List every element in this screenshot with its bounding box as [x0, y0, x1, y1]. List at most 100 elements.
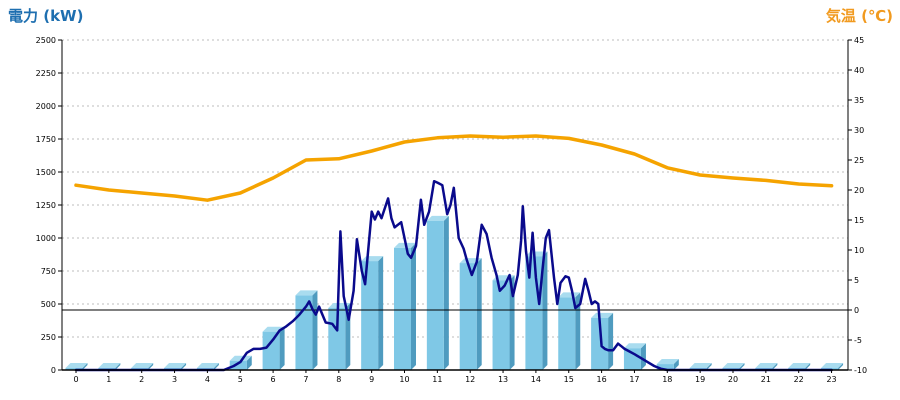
power-bar-side: [443, 215, 449, 370]
power-bar-side: [411, 242, 416, 370]
x-axis-tick-label: 17: [629, 375, 639, 384]
power-bar-side: [279, 326, 285, 370]
power-bar: [229, 360, 247, 370]
right-axis-tick-label: -10: [854, 366, 867, 375]
power-bar-side: [772, 363, 778, 370]
left-axis-tick-label: 2250: [36, 69, 56, 78]
power-bar-top: [98, 363, 121, 369]
power-bar: [426, 220, 444, 370]
power-bar-side: [312, 290, 318, 370]
right-axis-tick-label: 30: [854, 126, 864, 135]
x-axis-tick-label: 22: [794, 375, 804, 384]
power-bar: [558, 297, 576, 370]
x-axis-tick-label: 10: [399, 375, 409, 384]
right-axis-tick-label: 45: [854, 36, 864, 45]
power-bar-side: [378, 256, 384, 370]
x-axis-tick-label: 0: [73, 375, 78, 384]
power-bar-top: [65, 363, 88, 369]
x-axis-tick-label: 18: [662, 375, 672, 384]
right-axis-tick-label: 15: [854, 216, 864, 225]
x-axis-tick-label: 12: [465, 375, 475, 384]
temperature-line: [74, 134, 834, 202]
left-axis-tick-label: 750: [41, 267, 56, 276]
right-axis-tick-label: 5: [854, 276, 859, 285]
power-bar: [295, 295, 313, 370]
power-bar-top: [722, 363, 745, 369]
x-axis-tick-label: 5: [238, 375, 243, 384]
power-bar: [525, 256, 543, 370]
power-bar: [492, 280, 510, 370]
x-axis-tick-label: 23: [826, 375, 836, 384]
right-axis-tick-label: 40: [854, 66, 864, 75]
power-bar: [656, 364, 674, 370]
power-bar: [262, 331, 280, 370]
x-axis-tick-label: 8: [336, 375, 341, 384]
power-bar-side: [246, 355, 252, 370]
axes-layer: [58, 39, 852, 373]
x-axis-tick-label: 2: [139, 375, 144, 384]
x-axis-tick-label: 6: [271, 375, 276, 384]
power-bar-side: [82, 363, 88, 370]
right-axis-tick-label: 35: [854, 96, 864, 105]
power-bar-side: [575, 292, 581, 370]
power-bar-side: [706, 363, 712, 370]
right-axis-tick-label: 25: [854, 156, 864, 165]
left-axis-tick-label: 500: [41, 300, 56, 309]
power-bar: [394, 247, 411, 370]
power-bar-top: [558, 292, 581, 298]
power-bar: [459, 263, 477, 370]
x-axis-tick-label: 16: [597, 375, 607, 384]
left-axis-tick-label: 1250: [36, 201, 56, 210]
power-bar-side: [542, 251, 548, 370]
power-bar-top: [656, 359, 679, 365]
grid-layer: [62, 39, 848, 338]
right-axis-tick-label: 10: [854, 246, 864, 255]
power-bar-side: [213, 363, 219, 370]
power-bar-side: [673, 359, 679, 370]
lines-layer: [74, 134, 834, 372]
left-axis-title: 電力 (kW): [8, 7, 83, 25]
power-bar: [65, 368, 83, 370]
left-axis-tick-label: 1750: [36, 135, 56, 144]
power-bar-side: [181, 363, 187, 370]
x-axis-tick-label: 4: [205, 375, 210, 384]
power-bar-top: [591, 312, 614, 318]
left-axis-tick-label: 1000: [36, 234, 56, 243]
power-bar-top: [295, 290, 318, 296]
power-bar-side: [739, 363, 745, 370]
x-axis-tick-label: 11: [432, 375, 442, 384]
power-bar-side: [838, 363, 844, 370]
left-axis-tick-label: 250: [41, 333, 56, 342]
power-bar-top: [131, 363, 154, 369]
power-bar-side: [476, 258, 482, 370]
power-bar-top: [689, 363, 712, 369]
power-bar: [361, 261, 379, 370]
x-axis-tick-label: 21: [761, 375, 771, 384]
power-bar-top: [821, 363, 844, 369]
bars-layer: [65, 215, 844, 370]
power-bar-top: [196, 363, 219, 369]
power-bar: [591, 317, 609, 370]
x-axis-tick-label: 20: [728, 375, 738, 384]
power-bar-side: [148, 363, 154, 370]
power-bar-side: [509, 275, 515, 370]
right-axis-title: 気温 (℃): [826, 7, 893, 25]
left-axis-tick-label: 1500: [36, 168, 56, 177]
left-axis-tick-label: 2500: [36, 36, 56, 45]
power-bar-top: [623, 343, 646, 349]
x-axis-tick-label: 7: [303, 375, 308, 384]
power-bar-top: [788, 363, 811, 369]
power-bar-top: [229, 355, 252, 361]
x-axis-tick-label: 15: [564, 375, 574, 384]
power-bar-top: [755, 363, 778, 369]
right-axis-tick-label: 0: [854, 306, 859, 315]
power-bar-side: [115, 363, 121, 370]
x-axis-tick-label: 9: [369, 375, 374, 384]
x-axis-tick-label: 14: [531, 375, 541, 384]
x-axis-tick-label: 1: [106, 375, 111, 384]
right-axis-tick-label: 20: [854, 186, 864, 195]
tick-labels-layer: 02505007501000125015001750200022502500-1…: [36, 36, 867, 384]
power-bar-top: [164, 363, 187, 369]
